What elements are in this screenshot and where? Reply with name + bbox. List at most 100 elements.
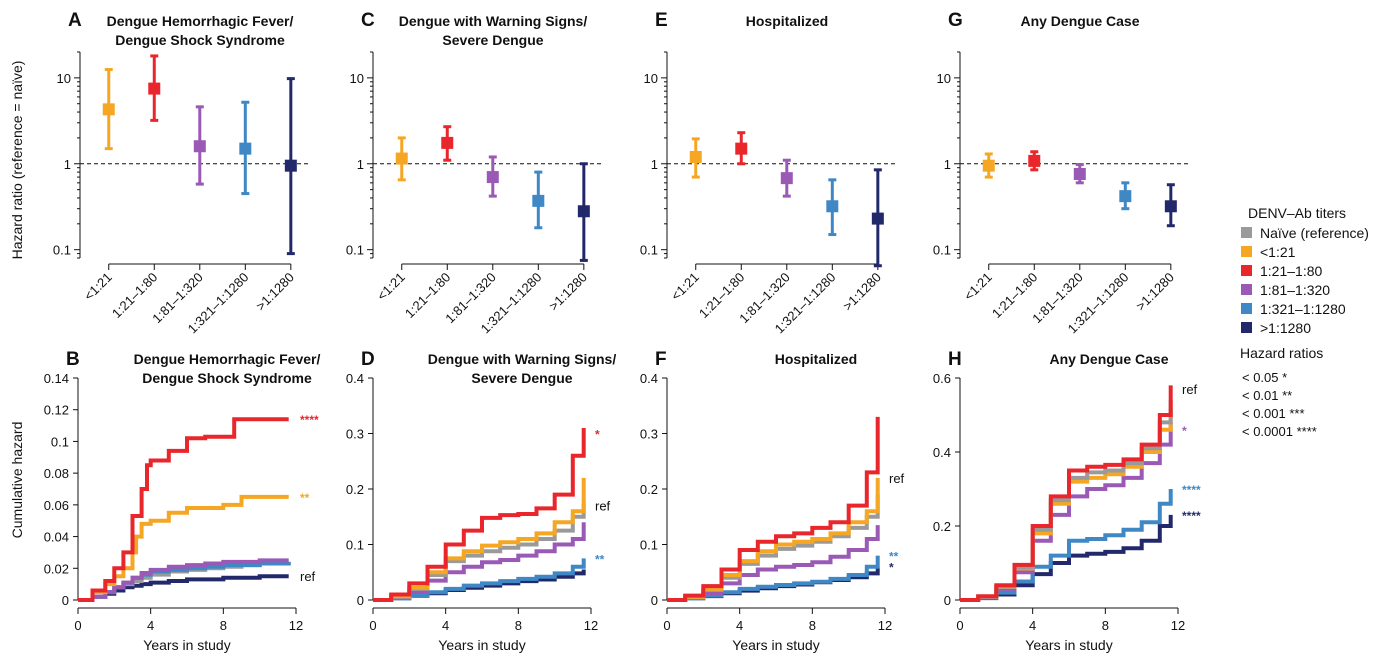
x-tick-label: 8 xyxy=(1102,618,1109,633)
legend-swatch-t321_1280 xyxy=(1241,303,1252,314)
legend-label-naive: Naïve (reference) xyxy=(1260,225,1369,241)
y-tick-label: 0 xyxy=(357,593,364,608)
x-tick-label: 12 xyxy=(289,618,303,633)
y-tick-label: 10 xyxy=(937,71,951,86)
hr-entries: < 0.05 * < 0.01 ** < 0.001 *** < 0.0001 ***… xyxy=(1242,370,1317,439)
panel-title: Dengue with Warning Signs/ xyxy=(428,351,617,367)
y-tick-label: 0.02 xyxy=(44,561,69,576)
legend-entries: Naïve (reference) <1:21 1:21–1:80 1:81–1:32… xyxy=(1241,225,1369,336)
y-tick-label: 0 xyxy=(651,593,658,608)
hr-legend-entry: < 0.0001 **** xyxy=(1242,424,1317,439)
cumhaz-line-lt21 xyxy=(960,408,1171,600)
y-tick-label: 0.4 xyxy=(346,371,364,386)
hr-panel-A: A Dengue Hemorrhagic Fever/Dengue Shock S… xyxy=(53,10,310,336)
y-tick-label: 0.4 xyxy=(640,371,658,386)
x-tick-label: <1:21 xyxy=(81,270,115,304)
cumhaz-line-t321_1280 xyxy=(667,556,878,600)
panel-title: Dengue Shock Syndrome xyxy=(142,370,312,386)
legend-swatch-lt21 xyxy=(1241,246,1252,257)
legend-label-gt1280: >1:1280 xyxy=(1260,320,1311,336)
cumhaz-panel-B: B Dengue Hemorrhagic Fever/Dengue Shock S… xyxy=(44,349,321,653)
legend-label-t81_320: 1:81–1:320 xyxy=(1260,282,1330,298)
panel-letter: B xyxy=(66,349,80,370)
x-tick-label: 0 xyxy=(663,618,670,633)
hr-point-t81_320 xyxy=(487,171,499,183)
hr-point-t21_80 xyxy=(735,143,747,155)
x-tick-label: 4 xyxy=(1029,618,1036,633)
y-tick-label: 0.2 xyxy=(346,482,364,497)
y-tick-label: 1 xyxy=(944,157,951,172)
hr-point-gt1280 xyxy=(285,160,297,172)
end-label-t81_320: * xyxy=(1182,424,1187,438)
hr-legend-entry: < 0.001 *** xyxy=(1242,406,1305,421)
panel-title: Hospitalized xyxy=(746,13,828,29)
y-tick-label: 0 xyxy=(62,593,69,608)
y-tick-label: 10 xyxy=(350,71,364,86)
bottom-ylabel: Cumulative hazard xyxy=(9,422,25,539)
end-label-naive: ref xyxy=(300,569,316,584)
legend-swatch-t81_320 xyxy=(1241,284,1252,295)
y-tick-label: 0.4 xyxy=(933,445,951,460)
hr-point-lt21 xyxy=(103,103,115,115)
y-tick-label: 0.1 xyxy=(53,243,71,258)
cumhaz-line-lt21 xyxy=(78,497,289,600)
x-tick-label: >1:1280 xyxy=(253,270,297,314)
cumhaz-line-naive xyxy=(960,400,1171,600)
hr-point-t321_1280 xyxy=(532,195,544,207)
end-label-t21_80: * xyxy=(595,428,600,442)
x-axis-label: Years in study xyxy=(438,637,525,653)
x-tick-label: 0 xyxy=(74,618,81,633)
y-tick-label: 0.06 xyxy=(44,498,69,513)
top-ylabel: Hazard ratio (reference = naïve) xyxy=(9,61,25,260)
x-tick-label: 12 xyxy=(878,618,892,633)
hr-panel-C: C Dengue with Warning Signs/Severe Dengue… xyxy=(346,10,603,336)
hr-point-lt21 xyxy=(396,153,408,165)
end-label-naive: ref xyxy=(1182,382,1198,397)
x-tick-label: >1:1280 xyxy=(1133,270,1177,314)
x-tick-label: <1:21 xyxy=(961,270,995,304)
panel-title: Hospitalized xyxy=(775,351,857,367)
cumhaz-panel-H: H Any Dengue Case 0 0.2 0.4 0.6 0 4 8 12 Years in … xyxy=(933,349,1201,653)
hr-point-t81_320 xyxy=(194,140,206,152)
hr-point-t81_320 xyxy=(781,172,793,184)
y-tick-label: 0.2 xyxy=(640,482,658,497)
hr-point-t21_80 xyxy=(148,83,160,95)
y-tick-label: 0.2 xyxy=(933,519,951,534)
cumhaz-line-t21_80 xyxy=(373,428,584,600)
cumhaz-line-naive xyxy=(667,495,878,600)
panel-title: Severe Dengue xyxy=(442,32,543,48)
hr-point-t321_1280 xyxy=(1119,190,1131,202)
y-tick-label: 0 xyxy=(944,593,951,608)
legend: DENV–Ab titers Naïve (reference)<1:211:2… xyxy=(1240,205,1369,439)
hr-legend-title: Hazard ratios xyxy=(1240,345,1323,361)
end-label-t321_1280: ** xyxy=(595,552,605,566)
legend-label-t21_80: 1:21–1:80 xyxy=(1260,263,1322,279)
hr-point-gt1280 xyxy=(578,205,590,217)
y-tick-label: 0.08 xyxy=(44,466,69,481)
panel-title: Severe Dengue xyxy=(471,370,572,386)
legend-label-lt21: <1:21 xyxy=(1260,244,1296,260)
y-tick-label: 0.04 xyxy=(44,530,69,545)
panel-title: Dengue with Warning Signs/ xyxy=(399,13,588,29)
y-tick-label: 0.3 xyxy=(640,427,658,442)
panel-title: Dengue Hemorrhagic Fever/ xyxy=(134,351,321,367)
x-tick-label: 4 xyxy=(147,618,154,633)
panel-title: Dengue Shock Syndrome xyxy=(115,32,285,48)
panel-letter: C xyxy=(361,10,375,31)
y-tick-label: 0.1 xyxy=(933,243,951,258)
hr-point-gt1280 xyxy=(1165,200,1177,212)
y-tick-label: 0.1 xyxy=(51,434,69,449)
x-tick-label: 8 xyxy=(809,618,816,633)
panel-letter: H xyxy=(948,349,962,370)
end-label-gt1280: * xyxy=(889,561,894,575)
hr-point-t321_1280 xyxy=(239,143,251,155)
hr-panel-E: E Hospitalized0.1110<1:211:21–1:801:81–1:… xyxy=(640,10,897,336)
y-tick-label: 0.1 xyxy=(346,538,364,553)
panel-letter: E xyxy=(655,10,668,31)
y-tick-label: 1 xyxy=(64,157,71,172)
panel-title: Dengue Hemorrhagic Fever/ xyxy=(107,13,294,29)
panels: A Dengue Hemorrhagic Fever/Dengue Shock S… xyxy=(44,10,1201,653)
x-tick-label: <1:21 xyxy=(668,270,702,304)
y-tick-label: 0.1 xyxy=(640,243,658,258)
